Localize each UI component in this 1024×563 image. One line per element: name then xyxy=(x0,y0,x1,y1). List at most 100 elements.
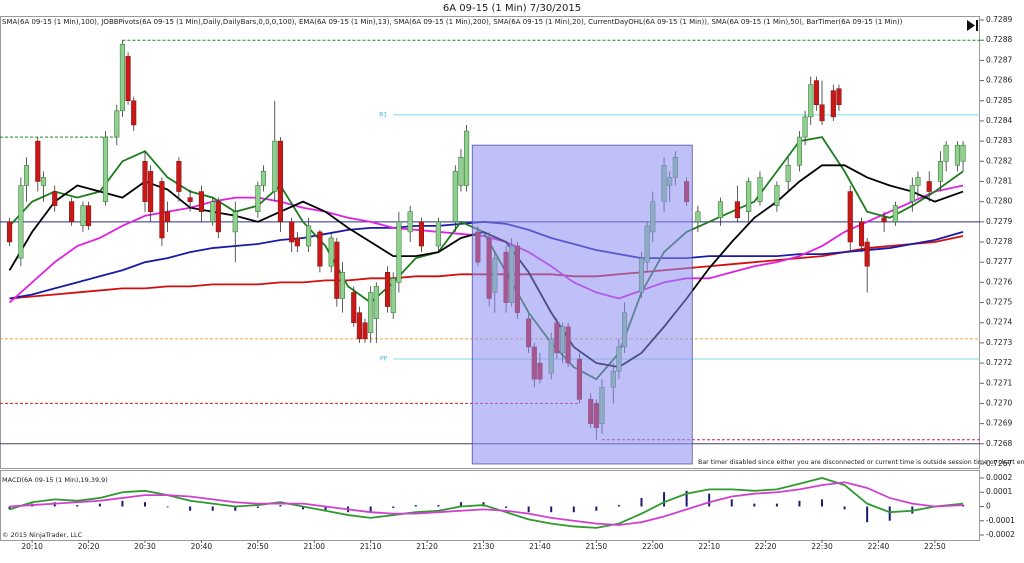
indicator-list: SMA(6A 09-15 (1 Min),100), JOBBPivots(6A… xyxy=(2,18,903,26)
level-label: PP xyxy=(380,356,388,363)
candle-body xyxy=(198,191,204,212)
histogram-bar xyxy=(324,506,327,511)
histogram-bar xyxy=(708,493,711,507)
candle-body xyxy=(864,241,870,267)
candle-body xyxy=(7,221,13,243)
histogram-bar xyxy=(414,505,417,507)
y-tick-label: 0.7267 xyxy=(986,459,1012,468)
candle-body xyxy=(125,56,131,101)
x-tick-label: 22:00 xyxy=(642,542,664,551)
y-tick-label: 0.7287 xyxy=(986,55,1012,64)
candle-body xyxy=(881,217,887,223)
y-tick-label: 0.7270 xyxy=(986,398,1012,407)
y-tick-label: 0.7280 xyxy=(986,197,1012,206)
indicator-line xyxy=(9,481,964,526)
bar-timer-message: Bar timer disabled since either you are … xyxy=(698,459,1024,466)
candle-body xyxy=(328,237,334,267)
candle-body xyxy=(86,205,92,227)
candle-body xyxy=(819,104,825,122)
candle-body xyxy=(368,292,374,334)
candle-body xyxy=(396,221,402,283)
candle-body xyxy=(210,201,216,223)
candle-body xyxy=(954,144,960,166)
go-to-end-button[interactable] xyxy=(967,20,978,31)
macd-title: MACD(6A 09-15 (1 Min),19,39,9) xyxy=(2,476,108,484)
candle-body xyxy=(187,197,193,202)
candle-body xyxy=(255,185,261,212)
histogram-bar xyxy=(595,506,598,511)
y-tick-label: 0.7276 xyxy=(986,277,1012,286)
histogram-bar xyxy=(459,502,462,507)
candle-body xyxy=(796,136,803,166)
candle-body xyxy=(148,171,154,212)
histogram-bar xyxy=(392,506,395,508)
histogram-bar xyxy=(437,505,440,507)
candle-body xyxy=(159,181,165,239)
x-tick-label: 21:00 xyxy=(303,542,325,551)
x-tick-label: 22:50 xyxy=(924,542,946,551)
candle-body xyxy=(385,272,391,307)
candle-body xyxy=(757,177,763,202)
histogram-bar xyxy=(550,506,553,513)
level-label: R1 xyxy=(379,111,387,118)
histogram-bar xyxy=(527,506,530,513)
candle-body xyxy=(926,181,932,192)
x-tick-label: 20:30 xyxy=(134,542,156,551)
candle-body xyxy=(40,177,46,186)
y-tick-label: 0.0001 xyxy=(986,487,1012,496)
histogram-bar xyxy=(189,506,192,511)
y-tick-label: 0.7272 xyxy=(986,358,1012,367)
y-tick-label: 0.7284 xyxy=(986,116,1012,125)
candle-body xyxy=(18,185,24,259)
candle-body xyxy=(232,211,238,233)
y-tick-label: 0.7275 xyxy=(986,298,1012,307)
candle-body xyxy=(390,278,396,313)
candle-body xyxy=(23,165,30,186)
histogram-bar xyxy=(98,503,101,507)
histogram-bar xyxy=(685,490,688,507)
candle-body xyxy=(114,110,120,138)
candle-body xyxy=(102,136,109,202)
histogram-bar xyxy=(234,506,237,511)
candle-body xyxy=(802,116,808,138)
x-tick-label: 20:10 xyxy=(21,542,43,551)
candle-body xyxy=(142,161,148,202)
x-tick-label: 20:40 xyxy=(191,542,213,551)
y-tick-label: 0.7278 xyxy=(986,237,1012,246)
candle-body xyxy=(909,185,915,202)
candle-body xyxy=(131,100,137,126)
x-tick-label: 21:40 xyxy=(529,542,551,551)
copyright: © 2015 NinjaTrader, LLC xyxy=(2,531,83,539)
histogram-bar xyxy=(798,500,801,507)
candle-body xyxy=(215,201,221,233)
y-tick-label: 0.7282 xyxy=(986,156,1012,165)
x-tick-label: 22:20 xyxy=(755,542,777,551)
candle-body xyxy=(830,90,836,118)
x-tick-label: 20:50 xyxy=(247,542,269,551)
candle-body xyxy=(272,140,278,192)
histogram-bar xyxy=(753,503,756,507)
candle-body xyxy=(165,211,171,223)
macd-panel-frame xyxy=(0,470,980,541)
candle-body xyxy=(339,272,346,299)
histogram-bar xyxy=(663,492,666,507)
candle-body xyxy=(260,171,267,186)
candle-body xyxy=(277,140,283,223)
x-tick-label: 21:20 xyxy=(416,542,438,551)
y-tick-label: 0.7288 xyxy=(986,35,1012,44)
histogram-bar xyxy=(256,506,259,508)
candle-body xyxy=(746,181,752,212)
end-bar-icon[interactable] xyxy=(976,20,978,31)
candle-body xyxy=(458,157,464,186)
y-tick-label: 0.7269 xyxy=(986,419,1012,428)
candle-body xyxy=(734,201,740,219)
y-tick-label: 0.7268 xyxy=(986,439,1012,448)
candle-body xyxy=(808,84,814,118)
chart-title: 6A 09-15 (1 Min) 7/30/2015 xyxy=(443,3,581,14)
histogram-bar xyxy=(640,497,643,507)
candle-body xyxy=(836,88,842,106)
play-icon[interactable] xyxy=(967,20,975,31)
